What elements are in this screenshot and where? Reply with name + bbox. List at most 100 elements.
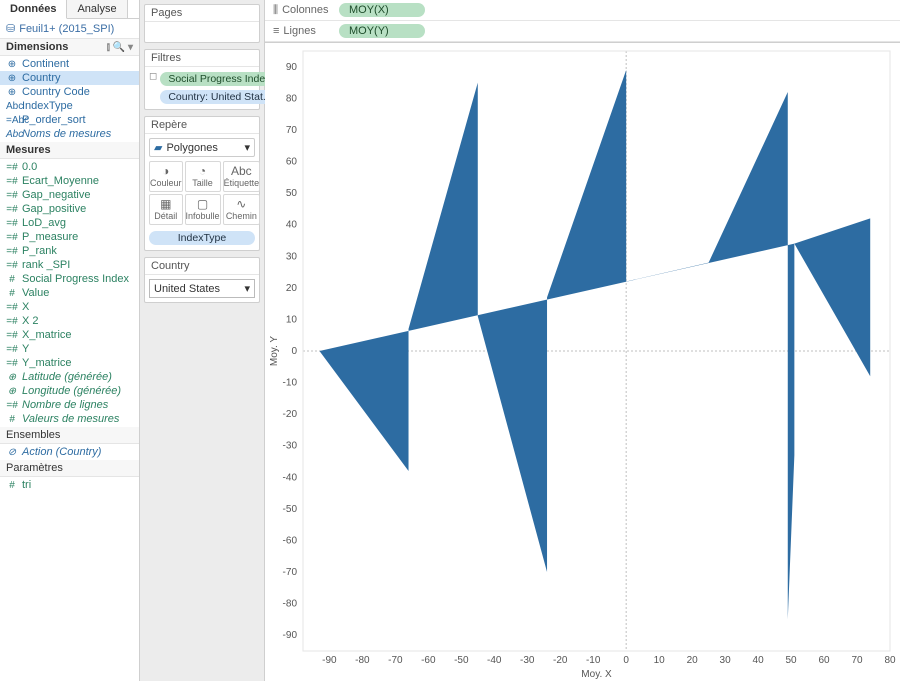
- svg-text:-40: -40: [487, 655, 502, 666]
- mark-cell-label: Infobulle: [186, 211, 220, 221]
- tab-analysis[interactable]: Analyse: [67, 0, 127, 18]
- filter-country-pill[interactable]: Country: United Stat..: [160, 90, 278, 104]
- field-label: 0.0: [22, 161, 37, 173]
- svg-text:30: 30: [286, 251, 298, 262]
- field-gap-negative[interactable]: =#Gap_negative: [0, 188, 139, 202]
- field-icon: =#: [6, 246, 18, 257]
- columns-pill[interactable]: MOY(X): [339, 3, 425, 17]
- field-p-order-sort[interactable]: =AbcP_order_sort: [0, 113, 139, 127]
- mark-cell-infobulle[interactable]: ▢Infobulle: [185, 194, 221, 225]
- filter-spi-pill[interactable]: Social Progress Index: [160, 72, 278, 86]
- shelves: ⫼ Colonnes MOY(X) ≡ Lignes MOY(Y): [265, 0, 900, 43]
- columns-shelf[interactable]: ⫼ Colonnes MOY(X): [265, 0, 900, 21]
- mark-cell-icon: Abc: [224, 165, 260, 177]
- field-social-progress-index[interactable]: #Social Progress Index: [0, 272, 139, 286]
- field-p-measure[interactable]: =#P_measure: [0, 230, 139, 244]
- field-x-matrice[interactable]: =#X_matrice: [0, 328, 139, 342]
- field-label: LoD_avg: [22, 217, 66, 229]
- svg-text:-50: -50: [454, 655, 469, 666]
- field-ecart-moyenne[interactable]: =#Ecart_Moyenne: [0, 174, 139, 188]
- field-rank-spi[interactable]: =#rank _SPI: [0, 258, 139, 272]
- rows-pill[interactable]: MOY(Y): [339, 24, 425, 38]
- mark-cell-icon: ▦: [150, 198, 182, 210]
- svg-text:80: 80: [286, 93, 298, 104]
- svg-text:20: 20: [286, 283, 298, 294]
- field-longitude-g-n-r-e-[interactable]: ⊕Longitude (générée): [0, 384, 139, 398]
- field-icon: =#: [6, 344, 18, 355]
- svg-text:60: 60: [818, 655, 830, 666]
- field-icon: =#: [6, 316, 18, 327]
- field-country-code[interactable]: ⊕Country Code: [0, 85, 139, 99]
- columns-icon: ⫼: [273, 4, 278, 17]
- columns-label: Colonnes: [282, 4, 328, 16]
- mark-cell-couleur[interactable]: ◑Couleur: [149, 161, 183, 192]
- field-label: Value: [22, 287, 49, 299]
- mark-indextype-pill[interactable]: IndexType: [149, 231, 255, 245]
- field-icon: #: [6, 480, 18, 491]
- field-x-2[interactable]: =# X 2: [0, 314, 139, 328]
- dimensions-label: Dimensions: [6, 41, 68, 53]
- tab-data[interactable]: Données: [0, 0, 67, 19]
- datasource-icon: ⛁: [6, 22, 15, 35]
- svg-text:-20: -20: [553, 655, 568, 666]
- field-indextype[interactable]: AbcIndexType: [0, 99, 139, 113]
- field-icon: ⊕: [6, 87, 18, 98]
- field-valeurs-de-mesures[interactable]: #Valeurs de mesures: [0, 412, 139, 426]
- params-label: Paramètres: [6, 462, 63, 474]
- country-select[interactable]: United States ▾: [149, 279, 255, 298]
- field-label: Gap_negative: [22, 189, 91, 201]
- country-card: Country United States ▾: [144, 257, 260, 303]
- sets-label: Ensembles: [6, 429, 60, 441]
- svg-text:-50: -50: [283, 504, 298, 515]
- chevron-down-icon: ▾: [244, 141, 250, 154]
- field-p-rank[interactable]: =#P_rank: [0, 244, 139, 258]
- field-nombre-de-lignes[interactable]: =#Nombre de lignes: [0, 398, 139, 412]
- svg-text:-30: -30: [520, 655, 535, 666]
- field-noms-de-mesures[interactable]: AbcNoms de mesures: [0, 127, 139, 141]
- field-action-country-[interactable]: ⊘ Action (Country): [0, 445, 139, 459]
- field-x[interactable]: =#X: [0, 300, 139, 314]
- rows-shelf[interactable]: ≡ Lignes MOY(Y): [265, 21, 900, 42]
- field-value[interactable]: # Value: [0, 286, 139, 300]
- field-tri[interactable]: #tri: [0, 478, 139, 492]
- polygon-icon: ▰: [154, 141, 162, 154]
- mark-cell-label: Détail: [154, 211, 177, 221]
- svg-text:0: 0: [623, 655, 629, 666]
- svg-text:-90: -90: [322, 655, 337, 666]
- filters-title: Filtres: [145, 50, 259, 67]
- field-label: P_measure: [22, 231, 78, 243]
- mark-cell-taille[interactable]: ◔Taille: [185, 161, 221, 192]
- pages-title: Pages: [145, 5, 259, 22]
- field-continent[interactable]: ⊕Continent: [0, 57, 139, 71]
- field-lod-avg[interactable]: =# LoD_avg: [0, 216, 139, 230]
- field-y[interactable]: =#Y: [0, 342, 139, 356]
- field-0-0[interactable]: =# 0.0: [0, 160, 139, 174]
- field-country[interactable]: ⊕Country: [0, 71, 139, 85]
- svg-text:60: 60: [286, 157, 298, 168]
- field-latitude-g-n-r-e-[interactable]: ⊕Latitude (générée): [0, 370, 139, 384]
- field-y-matrice[interactable]: =#Y_matrice: [0, 356, 139, 370]
- mark-cell-icon: ∿: [224, 198, 260, 210]
- field-icon: =Abc: [6, 115, 18, 126]
- field-icon: #: [6, 274, 18, 285]
- mark-type-select[interactable]: ▰Polygones ▾: [149, 138, 255, 157]
- field-icon: =#: [6, 218, 18, 229]
- country-select-value: United States: [154, 283, 220, 295]
- field-icon: =#: [6, 162, 18, 173]
- field-label: X 2: [22, 315, 39, 327]
- field-icon: #: [6, 288, 18, 299]
- field-label: rank _SPI: [22, 259, 70, 271]
- search-icon[interactable]: ⫾ 🔍 ▾: [107, 42, 133, 53]
- field-icon: ⊘: [6, 447, 18, 458]
- mark-cell-étiquette[interactable]: AbcÉtiquette: [223, 161, 261, 192]
- mark-cell-chemin[interactable]: ∿Chemin: [223, 194, 261, 225]
- params-header: Paramètres: [0, 460, 139, 477]
- rows-label: Lignes: [283, 25, 315, 37]
- mark-cell-détail[interactable]: ▦Détail: [149, 194, 183, 225]
- rows-icon: ≡: [273, 25, 279, 37]
- field-label: Action (Country): [22, 446, 101, 458]
- datasource-row[interactable]: ⛁ Feuil1+ (2015_SPI): [0, 19, 139, 39]
- datasource-label: Feuil1+ (2015_SPI): [19, 23, 114, 35]
- field-gap-positive[interactable]: =#Gap_positive: [0, 202, 139, 216]
- sets-list: ⊘ Action (Country): [0, 444, 139, 460]
